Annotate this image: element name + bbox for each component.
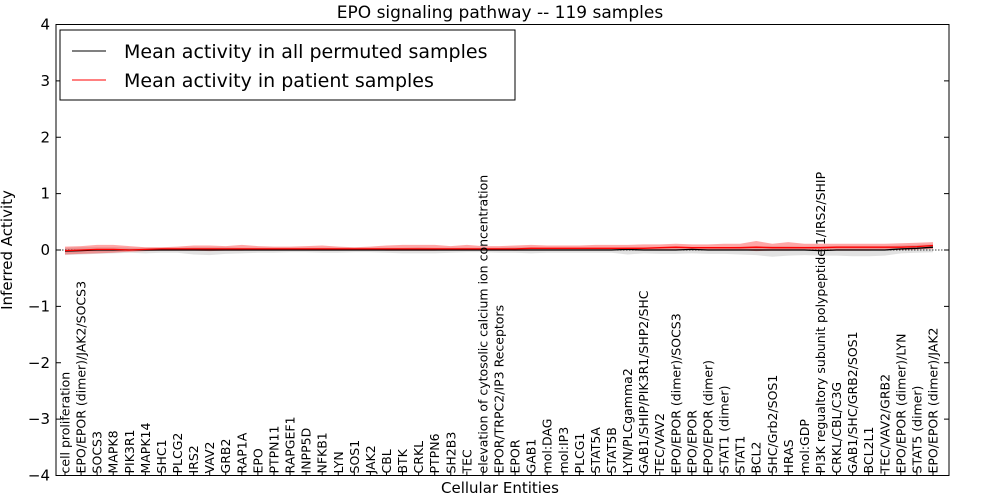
x-tick-label: mol:DAG <box>540 419 555 474</box>
x-tick-label: GAB1/SHIP/PIK3R1/SHP2/SHC <box>636 290 651 473</box>
permuted-series-line <box>64 246 934 252</box>
x-tick-label: TEC/VAV2/GRB2 <box>877 374 892 475</box>
x-tick-label: STAT1 (dimer) <box>717 386 732 474</box>
x-tick-label: MAPK8 <box>106 430 121 473</box>
x-tick-label: PI3K regualtory subunit polypeptide 1/IR… <box>813 171 828 473</box>
y-tick-label: 2 <box>40 128 50 146</box>
legend-label-patient: Mean activity in patient samples <box>124 70 434 92</box>
x-tick-label: INPP5D <box>299 428 314 474</box>
x-tick-label: PTPN6 <box>427 433 442 473</box>
x-tick-label: LYN/PLCgamma2 <box>620 368 635 473</box>
y-tick-label: 3 <box>40 72 50 90</box>
chart-title: EPO signaling pathway -- 119 samples <box>337 3 664 23</box>
x-tick-label: elevation of cytosolic calcium ion conce… <box>475 175 490 474</box>
x-tick-label: EPO/EPOR (dimer) <box>701 360 716 474</box>
y-tick-label: 1 <box>40 185 50 203</box>
x-tick-label: TEC/VAV2 <box>652 413 667 474</box>
x-tick-label: EPOR <box>508 439 523 473</box>
x-tick-label: BCL2L1 <box>861 427 876 474</box>
x-tick-label: STAT5A <box>588 427 603 474</box>
x-tick-label: SOCS3 <box>90 431 105 473</box>
legend-frame <box>59 29 516 101</box>
x-tick-label: EPO/EPOR (dimer)/SOCS3 <box>668 313 683 473</box>
x-tick-label: EPO/EPOR <box>684 410 699 474</box>
x-tick-label: BCL2 <box>749 441 764 473</box>
x-tick-label: PIK3R1 <box>122 429 137 473</box>
patient-band <box>65 241 933 255</box>
x-tick-label: SOS1 <box>347 440 362 474</box>
x-tick-label: SHC1 <box>154 439 169 473</box>
x-tick-label: BTK <box>395 448 410 473</box>
x-tick-label: TEC <box>459 449 474 475</box>
patient-series-line <box>64 244 934 252</box>
x-tick-label: EPO/EPOR (dimer)/LYN <box>893 333 908 473</box>
x-axis-label: Cellular Entities <box>441 479 559 497</box>
x-tick-label: HRAS <box>781 439 796 473</box>
x-tick-label: STAT5 (dimer) <box>909 386 924 474</box>
x-tick-label: cell proliferation <box>58 372 73 474</box>
y-tick-label: −4 <box>28 467 50 485</box>
x-tick-label: EPO/EPOR (dimer)/JAK2 <box>926 328 941 474</box>
x-tick-label: PTPN11 <box>267 426 282 474</box>
x-tick-label: STAT1 <box>733 436 748 474</box>
x-tick-label: LYN <box>331 451 346 473</box>
x-tick-label: NFKB1 <box>315 432 330 473</box>
x-tick-label: GAB1 <box>524 439 539 474</box>
x-tick-label: JAK2 <box>363 445 378 474</box>
x-tick-label: CBL <box>379 449 394 473</box>
x-tick-label: MAPK14 <box>138 423 153 474</box>
x-tick-label: RAPGEF1 <box>283 416 298 473</box>
x-tick-label: mol:IP3 <box>556 427 571 474</box>
y-tick-label: −1 <box>28 297 50 315</box>
x-tick-label: RAP1A <box>234 432 249 473</box>
x-tick-label: PLCG2 <box>170 433 185 474</box>
x-tick-label: EPO <box>250 448 265 473</box>
legend: Mean activity in all permuted samples Me… <box>59 29 516 101</box>
y-axis-label: Inferred Activity <box>0 190 16 310</box>
x-tick-label: SH2B3 <box>443 432 458 474</box>
x-tick-label: GAB1/SHC/GRB2/SOS1 <box>845 331 860 473</box>
x-tick-label: mol:GDP <box>797 419 812 474</box>
x-tick-label: CRKL/CBL/C3G <box>829 382 844 474</box>
x-tick-label: SHC/Grb2/SOS1 <box>765 375 780 474</box>
legend-label-permuted: Mean activity in all permuted samples <box>124 41 487 63</box>
x-tick-label: STAT5B <box>604 427 619 473</box>
x-tick-label: PLCG1 <box>572 433 587 474</box>
y-tick-label: −3 <box>28 410 50 428</box>
y-tick-label: 4 <box>40 16 50 34</box>
x-tick-label: CRKL <box>411 441 426 474</box>
x-tick-label: GRB2 <box>218 439 233 474</box>
x-tick-label: VAV2 <box>202 442 217 474</box>
y-tick-label: −2 <box>28 354 50 372</box>
x-tick-label: EPOR/TRPC2/IP3 Receptors <box>492 305 507 474</box>
y-tick-label: 0 <box>40 241 50 259</box>
x-tick-label: IRS2 <box>186 445 201 473</box>
plot-frame <box>55 24 950 476</box>
x-tick-label: EPO/EPOR (dimer)/JAK2/SOCS3 <box>74 281 89 474</box>
